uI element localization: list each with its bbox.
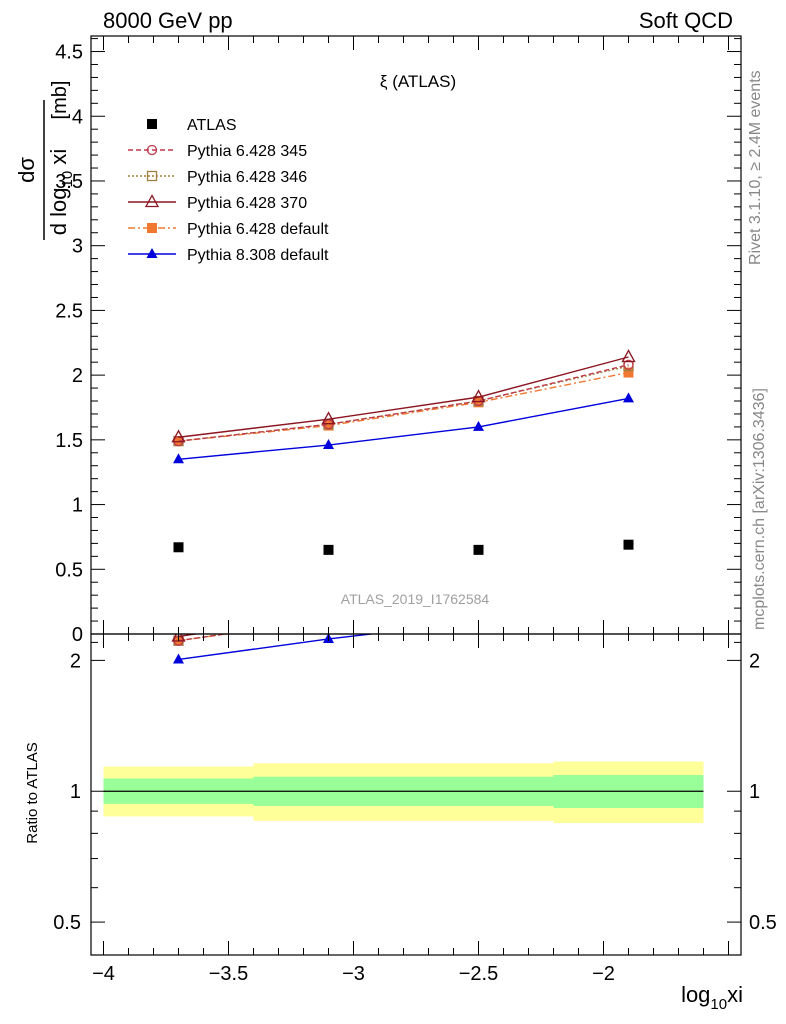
ratio-point-pythia-6-428-default-1	[324, 615, 334, 625]
ratio-point-pythia-6-428-346-3	[624, 579, 633, 588]
y-label-numerator: dσ	[14, 157, 39, 183]
legend-label-pythia-6-428-370: Pythia 6.428 370	[187, 195, 307, 212]
mcplots-credit-text: mcplots.cern.ch [arXiv:1306.3436]	[751, 388, 768, 630]
ratio-point-pythia-6-428-370-1	[323, 608, 335, 619]
ratio-point-pythia-6-428-345-1	[324, 615, 333, 624]
legend-label-pythia-8-308-default: Pythia 8.308 default	[187, 247, 329, 264]
analysis-watermark: ATLAS_2019_I1762584	[341, 591, 490, 607]
legend-marker-pythia-8-308-default	[146, 248, 158, 258]
y-label-unit: [mb]	[49, 81, 71, 120]
series-line-pythia-8-308-default	[178, 397, 629, 460]
x-tick-label-1: −3.5	[209, 963, 248, 985]
main-y-tick-label-3: 1.5	[55, 430, 83, 452]
legend-marker-pythia-6-428-346	[146, 170, 158, 182]
ratio-y-tick-label-0: 0.5	[53, 912, 81, 934]
rivet-version-text: Rivet 3.1.10, ≥ 2.4M events	[747, 70, 764, 265]
point-pythia-6-428-default-3	[623, 367, 634, 378]
ratio-y-tick-label-right-0: 0.5	[749, 912, 777, 934]
legend-marker-atlas	[147, 119, 157, 129]
x-axis-label: log10xi	[681, 982, 743, 1013]
legend-label-pythia-6-428-345: Pythia 6.428 345	[187, 143, 307, 160]
ratio-series-group	[171, 571, 635, 664]
main-y-tick-label-1: 0.5	[55, 559, 83, 581]
legend-marker-pythia-6-428-default	[147, 223, 157, 233]
main-y-tick-label-5: 2.5	[55, 300, 83, 322]
ratio-y-tick-label-right-1: 1	[749, 781, 760, 803]
ratio-line-pythia-8-308-default	[178, 634, 377, 661]
point-pythia-6-428-370-1	[321, 411, 336, 425]
ratio-plot-panel: 0.5 0.5 1 1 2 2 −4 −3.5 −3 −2.5 −2	[53, 571, 777, 985]
main-y-tick-label-7: 3.5	[55, 171, 83, 193]
main-y-axis-label: dσ d log10 xi [mb]	[14, 81, 76, 240]
ratio-point-pythia-8-308-default-0	[173, 653, 184, 664]
main-series-group	[171, 349, 636, 555]
point-pythia-6-428-345-3	[623, 359, 634, 370]
y-label-denominator: d log10 xi	[46, 149, 76, 235]
legend-label-atlas: ATLAS	[187, 117, 237, 134]
legend-marker-pythia-6-428-370	[144, 194, 160, 208]
main-y-tick-label-4: 2	[72, 365, 83, 387]
x-tick-label-2: −3	[342, 963, 365, 985]
main-y-tick-label-6: 3	[72, 236, 83, 258]
legend: ATLAS Pythia 6.428 345 Pythia 6.428 346 Pyt…	[128, 117, 329, 264]
ratio-point-pythia-6-428-370-3	[623, 571, 635, 582]
point-atlas-0	[173, 542, 184, 553]
point-pythia-8-308-default-0	[173, 453, 184, 464]
series-line-pythia-6-428-345	[178, 364, 629, 442]
legend-marker-pythia-6-428-345	[146, 144, 158, 156]
x-tick-label-0: −4	[92, 963, 115, 985]
point-atlas-1	[323, 544, 334, 555]
point-pythia-6-428-370-0	[171, 429, 186, 443]
point-pythia-6-428-370-3	[621, 349, 636, 363]
main-y-tick-label-0: 0	[72, 624, 83, 646]
point-pythia-8-308-default-2	[473, 420, 484, 431]
ratio-frame	[90, 633, 742, 956]
ratio-y-axis-label: Ratio to ATLAS	[24, 742, 41, 843]
main-y-tick-label-9: 4.5	[55, 42, 83, 64]
point-atlas-2	[473, 544, 484, 555]
main-y-tick-label-8: 4	[72, 106, 83, 128]
ratio-point-pythia-8-308-default-3	[623, 602, 634, 612]
main-y-tick-label-2: 1	[72, 495, 83, 517]
ratio-y-tick-label-2: 2	[70, 650, 81, 672]
point-pythia-8-308-default-3	[623, 392, 634, 403]
x-tick-label-3: −2.5	[459, 963, 498, 985]
header-right: Soft QCD	[639, 8, 733, 33]
plot-title: ξ (ATLAS)	[380, 72, 456, 91]
point-atlas-3	[623, 539, 634, 550]
series-line-pythia-6-428-default	[178, 371, 629, 442]
legend-label-pythia-6-428-default: Pythia 6.428 default	[187, 221, 329, 238]
x-tick-label-4: −2	[592, 963, 615, 985]
ratio-point-pythia-6-428-345-3	[624, 579, 633, 588]
main-plot-panel: 0 0.5 1 1.5 2 2.5 3 3.5 4 4.5	[55, 35, 742, 646]
point-pythia-6-428-default-2	[473, 397, 484, 408]
series-line-pythia-6-428-370	[178, 356, 629, 438]
ratio-y-tick-label-1: 1	[70, 781, 81, 803]
series-line-pythia-6-428-346	[178, 365, 629, 442]
point-pythia-6-428-default-1	[323, 420, 334, 431]
point-pythia-8-308-default-1	[323, 439, 334, 450]
ratio-y-tick-label-right-2: 2	[749, 650, 760, 672]
ratio-point-pythia-6-428-default-3	[624, 583, 634, 593]
point-pythia-6-428-370-2	[471, 389, 486, 403]
header-left: 8000 GeV pp	[103, 8, 233, 33]
ratio-point-pythia-6-428-346-1	[324, 615, 333, 624]
legend-label-pythia-6-428-346: Pythia 6.428 346	[187, 169, 307, 186]
